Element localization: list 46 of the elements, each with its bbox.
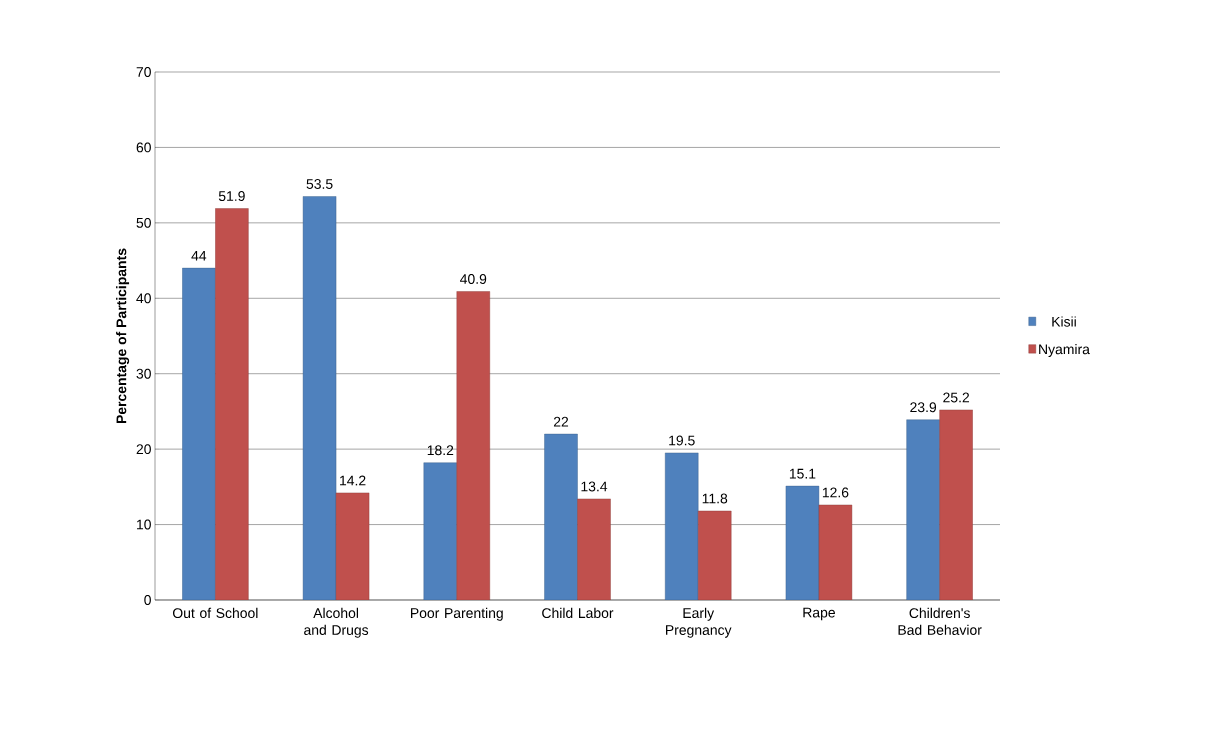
legend-label: Nyamira [1039,343,1090,357]
x-tick-label: Poor Parenting [411,607,503,621]
bar [785,485,820,600]
x-tick-label: Child Labor [542,607,614,619]
y-axis-title: Percentage of Participants [116,248,130,424]
bar [939,409,973,600]
y-tick-label: 50 [136,217,151,228]
bar [182,267,216,600]
y-tick-label: 60 [136,142,151,153]
data-label: 12.6 [822,487,849,498]
x-tick-label: Children's Bad Behavior [898,607,982,635]
data-label: 23.9 [910,402,937,413]
bar [698,510,732,600]
bar [215,208,249,600]
y-tick-label: 20 [136,444,151,455]
bar [906,419,940,600]
bar [665,452,699,600]
bar [423,462,457,600]
legend-label: Kisii [1052,316,1076,327]
bar [335,492,370,600]
x-tick-label: Rape [803,607,835,621]
data-label: 22 [553,416,569,427]
data-label: 15.1 [789,468,816,479]
data-label: 14.2 [340,475,366,486]
data-label: 40.9 [460,274,487,284]
bar [456,291,490,600]
x-tick-label: Early Pregnancy [666,607,732,638]
x-tick-label: Out of School [172,607,258,619]
data-label: 13.4 [581,481,608,492]
y-tick-label: 10 [137,519,151,530]
y-tick-label: 70 [136,67,151,77]
y-tick-label: 30 [136,368,151,379]
data-label: 51.9 [218,191,245,202]
bar [818,504,853,600]
y-tick-label: 40 [136,293,151,304]
data-label: 11.8 [702,493,728,504]
x-tick-label: Alcohol and Drugs [304,607,369,638]
bar [302,196,337,600]
bar [577,498,611,600]
data-label: 25.2 [943,392,970,403]
data-label: 44 [191,251,207,261]
data-label: 19.5 [669,435,695,446]
data-label: 53.5 [306,179,333,189]
y-tick-label: 0 [144,595,151,605]
bar [544,433,578,600]
data-label: 18.2 [427,445,454,456]
